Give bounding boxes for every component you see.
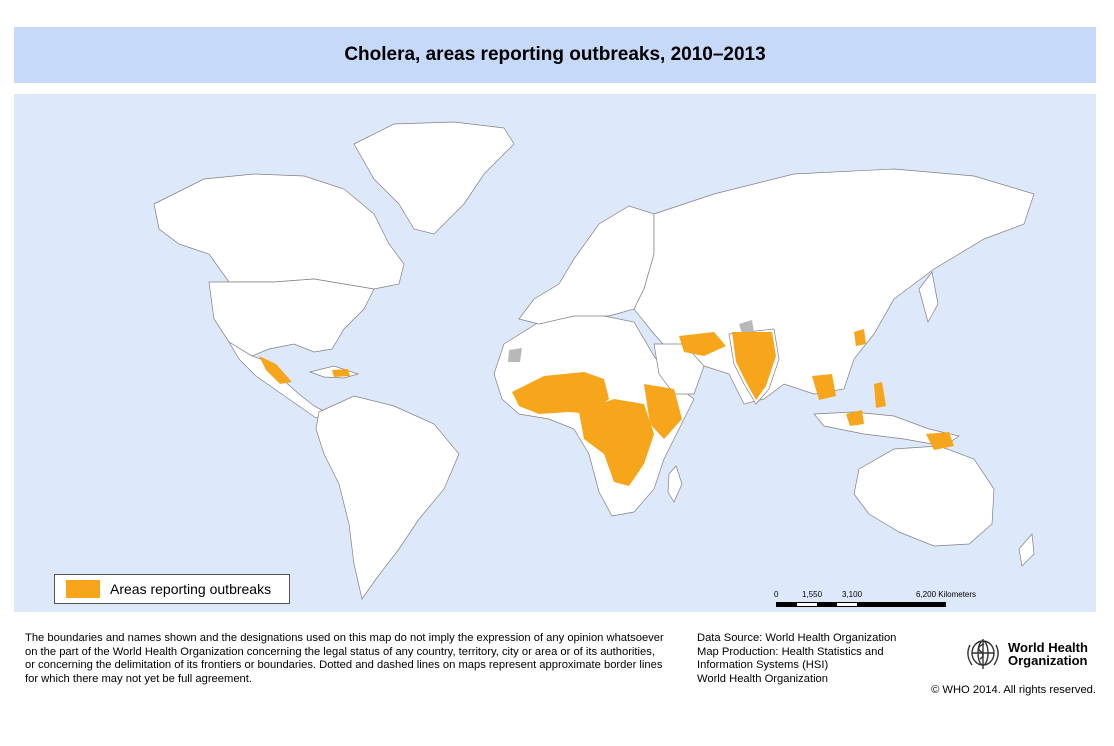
no-data-kashmir [739,320,754,334]
outbreak-philippines [874,382,886,408]
land-greenland [353,121,515,235]
source-line: Information Systems (HSI) [697,659,829,672]
outbreak-china [854,329,866,346]
land-new-zealand [1018,533,1035,567]
disclaimer-line: for which there may not yet be full agre… [25,672,252,685]
world-map-svg [153,121,1035,600]
scale-tick-1550: 1,550 [802,590,823,599]
land-usa [208,278,375,357]
outbreak-haiti [332,369,350,377]
disclaimer: The boundaries and names shown and the d… [25,632,685,686]
scale-bar-segments [776,602,946,607]
outbreak-png [926,432,954,450]
outbreak-borneo [846,410,864,426]
scale-tick-0: 0 [774,590,779,599]
legend-outbreak-label: Areas reporting outbreaks [110,581,272,597]
who-emblem-icon [967,639,999,669]
outbreak-india [732,332,776,400]
no-data-western-sahara [508,348,522,362]
disclaimer-line: The boundaries and names shown and the d… [25,632,664,644]
scale-tick-6200: 6,200 Kilometers [916,590,977,599]
outbreak-west-africa [512,372,609,414]
data-source: Data Source: World Health Organization M… [697,632,912,686]
who-logo: World Health Organization [962,634,1098,674]
outbreak-central-africa [579,399,654,486]
map-title: Cholera, areas reporting outbreaks, 2010… [344,44,766,65]
outbreak-pakistan-afghanistan [679,332,726,356]
world-map [14,94,1096,612]
land-south-america [315,395,460,600]
source-line: Map Production: Health Statistics and [697,645,884,658]
source-line: World Health Organization [697,672,828,685]
legend-outbreak-swatch [66,580,100,598]
land-australia [853,445,995,547]
disclaimer-line: or concerning the delimitation of its fr… [25,659,663,672]
copyright: © WHO 2014. All rights reserved. [931,684,1096,696]
who-logo-line1: World Health [1008,640,1088,655]
land-madagascar [667,465,683,503]
outbreak-mexico [259,356,292,384]
scale-tick-3100: 3,100 [842,590,863,599]
outbreak-east-africa [644,384,682,439]
title-bar: Cholera, areas reporting outbreaks, 2010… [14,27,1096,83]
source-line: Data Source: World Health Organization [697,632,897,644]
disclaimer-line: on the part of the World Health Organiza… [25,645,655,658]
who-logo-line2: Organization [1008,653,1088,668]
land-japan [918,271,939,323]
map-legend: Areas reporting outbreaks [54,574,290,604]
scale-bar: 0 1,550 3,100 6,200 Kilometers [772,590,982,610]
land-north-america-north [153,173,405,290]
land-europe [518,205,655,325]
outbreak-southeast-asia [812,374,836,400]
